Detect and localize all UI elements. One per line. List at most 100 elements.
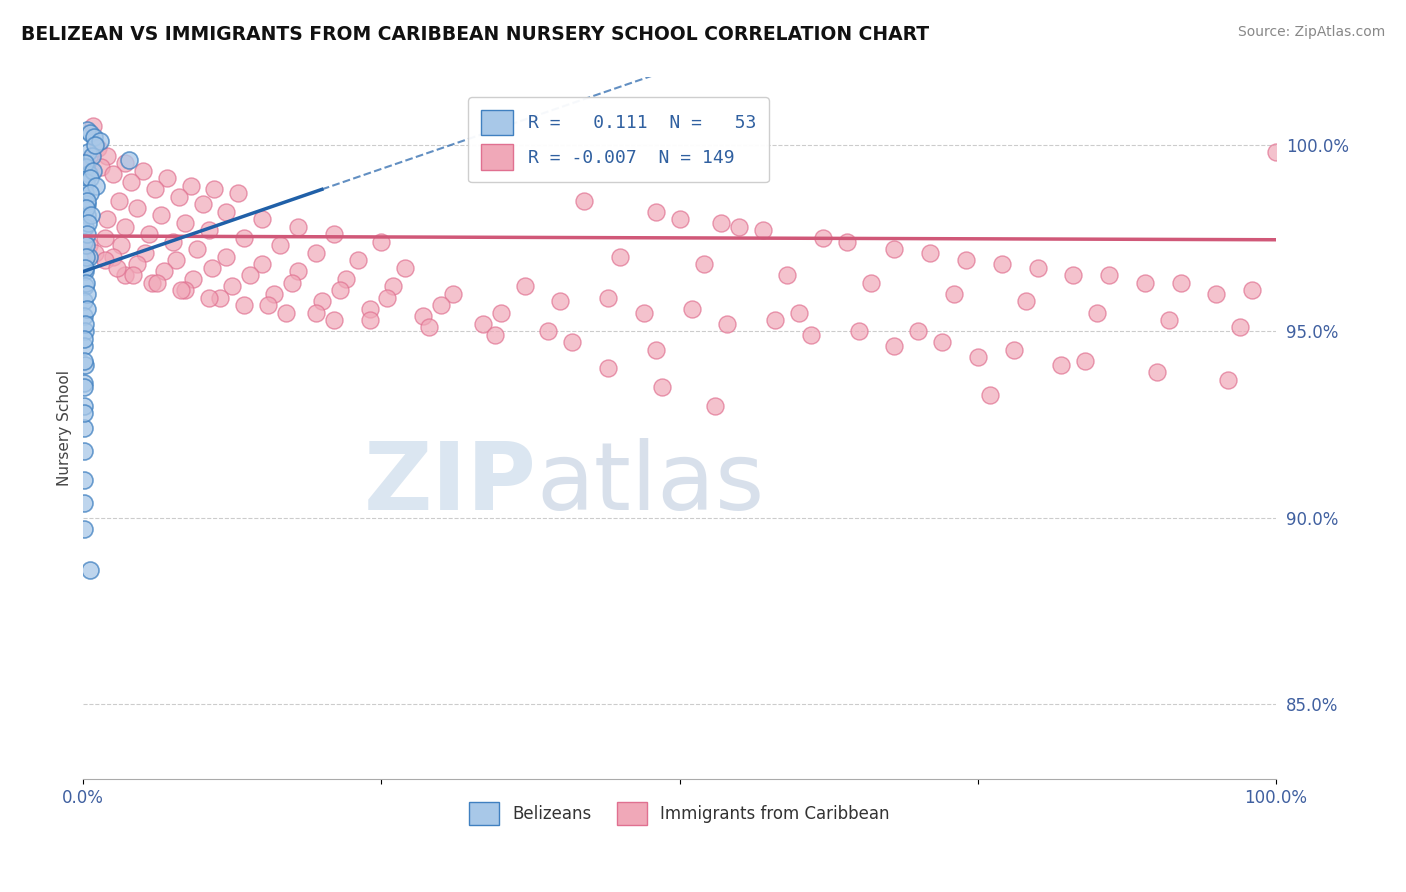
Point: [1146, 365, 1168, 379]
Point: [73, 310, 96, 324]
Point: [574, 194, 596, 208]
Point: [77, 145, 100, 159]
Point: [215, 250, 238, 264]
Point: [153, 264, 176, 278]
Point: [73, 496, 96, 510]
Point: [94, 231, 117, 245]
Point: [82, 163, 104, 178]
Point: [644, 204, 666, 219]
Point: [75, 175, 97, 189]
Point: [257, 298, 280, 312]
Point: [75, 264, 97, 278]
Point: [489, 305, 512, 319]
Point: [143, 182, 166, 196]
Point: [138, 227, 160, 242]
Point: [77, 238, 100, 252]
Point: [165, 253, 187, 268]
Point: [191, 197, 214, 211]
Point: [79, 127, 101, 141]
Point: [84, 245, 107, 260]
Point: [1170, 276, 1192, 290]
Point: [80, 149, 103, 163]
Point: [228, 186, 250, 200]
Point: [86, 178, 108, 193]
Point: [1050, 358, 1073, 372]
Point: [73, 219, 96, 234]
Point: [704, 399, 727, 413]
Point: [800, 327, 823, 342]
Point: [550, 294, 572, 309]
Point: [835, 235, 858, 249]
Point: [80, 209, 103, 223]
Point: [484, 327, 506, 342]
Point: [73, 376, 96, 391]
Point: [848, 324, 870, 338]
Point: [79, 563, 101, 577]
Point: [75, 260, 97, 275]
Point: [716, 317, 738, 331]
Point: [1241, 283, 1264, 297]
Point: [114, 268, 136, 283]
Point: [73, 156, 96, 170]
Point: [1098, 268, 1121, 283]
Point: [1157, 313, 1180, 327]
Point: [77, 216, 100, 230]
Point: [215, 204, 238, 219]
Point: [114, 219, 136, 234]
Point: [377, 291, 399, 305]
Point: [263, 286, 285, 301]
Point: [75, 186, 97, 200]
Point: [233, 298, 256, 312]
Point: [1074, 354, 1097, 368]
Point: [811, 231, 834, 245]
Point: [274, 305, 297, 319]
Point: [76, 209, 98, 223]
Point: [73, 380, 96, 394]
Point: [170, 283, 193, 297]
Point: [94, 253, 117, 268]
Point: [204, 182, 226, 196]
Point: [101, 250, 124, 264]
Point: [73, 339, 96, 353]
Point: [1002, 343, 1025, 357]
Point: [335, 272, 357, 286]
Point: [76, 227, 98, 242]
Point: [73, 294, 96, 309]
Point: [681, 301, 703, 316]
Point: [776, 268, 799, 283]
Point: [287, 219, 309, 234]
Point: [859, 276, 882, 290]
Point: [167, 190, 190, 204]
Point: [752, 223, 775, 237]
Point: [710, 216, 733, 230]
Point: [644, 343, 666, 357]
Point: [134, 245, 156, 260]
Point: [329, 283, 352, 297]
Point: [728, 219, 751, 234]
Point: [79, 186, 101, 200]
Point: [370, 235, 392, 249]
Point: [305, 245, 328, 260]
Point: [979, 387, 1001, 401]
Point: [96, 149, 118, 163]
Point: [132, 163, 155, 178]
Point: [197, 223, 219, 237]
Point: [77, 250, 100, 264]
Point: [668, 212, 690, 227]
Point: [1205, 286, 1227, 301]
Point: [186, 242, 208, 256]
Point: [561, 335, 583, 350]
Point: [1229, 320, 1251, 334]
Point: [149, 209, 172, 223]
Point: [83, 130, 105, 145]
Point: [305, 305, 328, 319]
Point: [73, 324, 96, 338]
Point: [73, 317, 96, 331]
Point: [787, 305, 810, 319]
Point: [412, 310, 434, 324]
Point: [82, 119, 104, 133]
Point: [609, 250, 631, 264]
Point: [430, 298, 453, 312]
Point: [173, 216, 195, 230]
Text: atlas: atlas: [537, 438, 765, 531]
